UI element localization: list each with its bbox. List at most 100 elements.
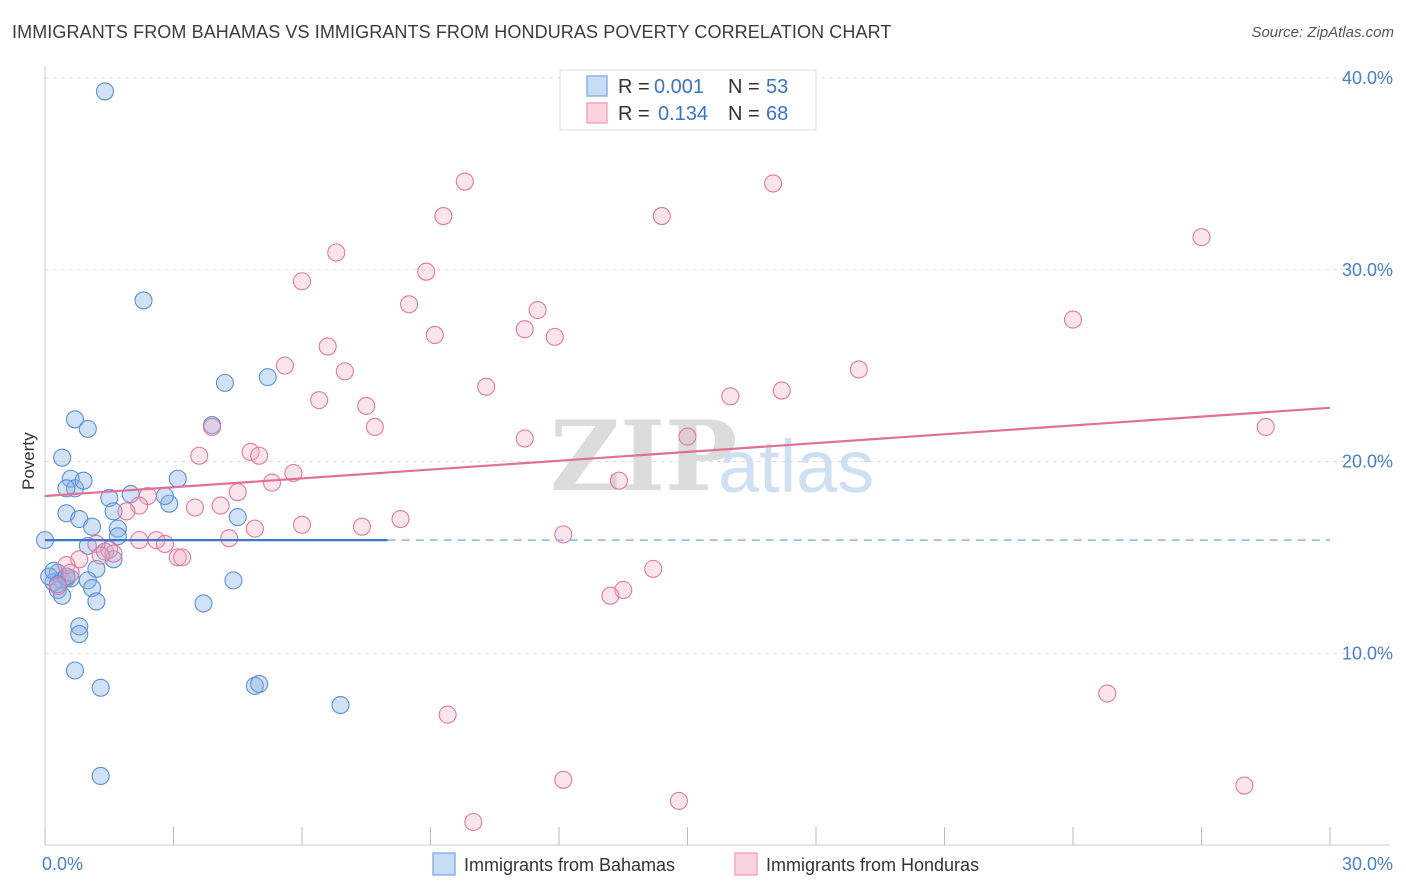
stats-n-value-bahamas: 53 xyxy=(766,76,788,98)
legend-swatch-bahamas xyxy=(432,852,456,876)
honduras-point-31 xyxy=(284,463,303,483)
stats-swatch-honduras xyxy=(586,102,608,124)
honduras-point-25 xyxy=(515,429,534,448)
honduras-point-26 xyxy=(678,427,697,446)
bahamas-point-39 xyxy=(228,508,247,527)
y-tick-label-3: 40.0% xyxy=(1342,68,1393,88)
honduras-point-29 xyxy=(190,446,209,465)
bahamas-point-11 xyxy=(108,519,127,538)
honduras-point-12 xyxy=(425,325,444,344)
honduras-point-23 xyxy=(365,417,384,437)
honduras-point-3 xyxy=(764,174,783,193)
bahamas-point-3 xyxy=(78,419,97,438)
x-tick-label-0: 0.0% xyxy=(42,854,83,874)
bahamas-point-46 xyxy=(57,479,76,498)
honduras-point-18 xyxy=(477,377,496,396)
bahamas-point-0 xyxy=(95,82,115,101)
honduras-point-40 xyxy=(391,509,410,529)
honduras-point-8 xyxy=(400,295,419,314)
honduras-point-13 xyxy=(545,327,564,346)
honduras-point-41 xyxy=(292,515,312,534)
stats-n-label-bahamas: N = xyxy=(728,76,760,98)
axes xyxy=(44,66,1390,846)
honduras-point-24 xyxy=(203,417,222,437)
chart-title: IMMIGRANTS FROM BAHAMAS VS IMMIGRANTS FR… xyxy=(12,22,892,42)
honduras-point-65 xyxy=(48,577,67,596)
x-tick-label-1: 30.0% xyxy=(1342,854,1393,874)
stats-n-value-honduras: 68 xyxy=(766,103,788,125)
honduras-point-5 xyxy=(327,243,346,262)
data-points xyxy=(35,82,1275,832)
legend-label-bahamas: Immigrants from Bahamas xyxy=(464,855,675,875)
watermark-zip: ZIP xyxy=(550,400,737,513)
bahamas-point-32 xyxy=(91,678,110,697)
honduras-point-28 xyxy=(241,442,260,461)
honduras-point-7 xyxy=(292,272,312,291)
honduras-point-32 xyxy=(262,473,282,492)
honduras-point-61 xyxy=(554,770,573,789)
bahamas-point-36 xyxy=(155,486,174,506)
honduras-point-38 xyxy=(211,496,230,515)
legend-label-honduras: Immigrants from Honduras xyxy=(766,855,979,875)
y-tick-label-0: 10.0% xyxy=(1342,643,1393,663)
bahamas-point-28 xyxy=(87,592,106,611)
stats-r-label-honduras: R = xyxy=(618,103,650,125)
bahamas-point-33 xyxy=(91,766,110,786)
stats-n-label-honduras: N = xyxy=(728,103,760,125)
honduras-point-20 xyxy=(772,381,791,400)
bahamas-point-47 xyxy=(74,471,93,490)
bahamas-point-26 xyxy=(53,586,72,605)
watermark-atlas: atlas xyxy=(718,425,874,508)
bahamas-point-45 xyxy=(331,695,350,715)
bahamas-point-34 xyxy=(168,469,187,488)
honduras-point-19 xyxy=(721,387,740,406)
trend-lines xyxy=(44,406,1331,542)
honduras-point-27 xyxy=(1256,417,1275,437)
legend-swatch-honduras xyxy=(734,852,758,876)
honduras-point-0 xyxy=(455,172,474,191)
bahamas-point-2 xyxy=(65,410,85,429)
bahamas-point-1 xyxy=(134,291,153,310)
bahamas-point-44 xyxy=(250,674,269,693)
honduras-point-34 xyxy=(228,483,247,502)
honduras-point-44 xyxy=(554,525,573,544)
honduras-point-63 xyxy=(1235,776,1254,795)
honduras-point-62 xyxy=(669,791,688,810)
honduras-point-67 xyxy=(91,546,110,565)
bahamas-point-29 xyxy=(70,617,89,636)
bahamas-point-42 xyxy=(194,594,213,613)
y-tick-label-2: 30.0% xyxy=(1342,260,1393,280)
y-axis-label: Poverty xyxy=(19,432,38,490)
honduras-point-6 xyxy=(417,262,436,281)
bahamas-point-31 xyxy=(65,661,85,680)
stats-r-value-bahamas: 0.001 xyxy=(654,76,704,98)
honduras-point-59 xyxy=(438,705,457,724)
legend: Immigrants from Bahamas Immigrants from … xyxy=(432,852,979,876)
honduras-point-66 xyxy=(61,563,80,582)
honduras-point-47 xyxy=(220,529,239,548)
honduras-point-52 xyxy=(168,548,187,567)
honduras-point-58 xyxy=(601,586,620,605)
honduras-point-39 xyxy=(117,502,136,521)
bahamas-point-41 xyxy=(224,571,243,590)
honduras-point-53 xyxy=(173,548,192,567)
stats-r-label-bahamas: R = xyxy=(618,76,650,98)
honduras-point-37 xyxy=(185,498,204,517)
bahamas-point-4 xyxy=(53,448,72,467)
honduras-point-43 xyxy=(245,519,264,538)
bahamas-point-12 xyxy=(83,517,102,536)
honduras-point-1 xyxy=(434,207,453,226)
honduras-point-11 xyxy=(515,320,534,339)
honduras-point-14 xyxy=(318,337,337,356)
bahamas-point-9 xyxy=(100,488,119,507)
honduras-point-33 xyxy=(609,471,629,490)
grid-lines xyxy=(45,77,1390,654)
stats-swatch-bahamas xyxy=(586,75,608,97)
bahamas-point-30 xyxy=(70,625,89,644)
tick-labels: 10.0% 20.0% 30.0% 40.0% 0.0% 30.0% xyxy=(42,68,1393,874)
honduras-point-9 xyxy=(528,300,547,320)
honduras-point-42 xyxy=(352,517,372,536)
honduras-point-17 xyxy=(849,360,868,379)
source-label: Source: ZipAtlas.com xyxy=(1251,24,1394,41)
